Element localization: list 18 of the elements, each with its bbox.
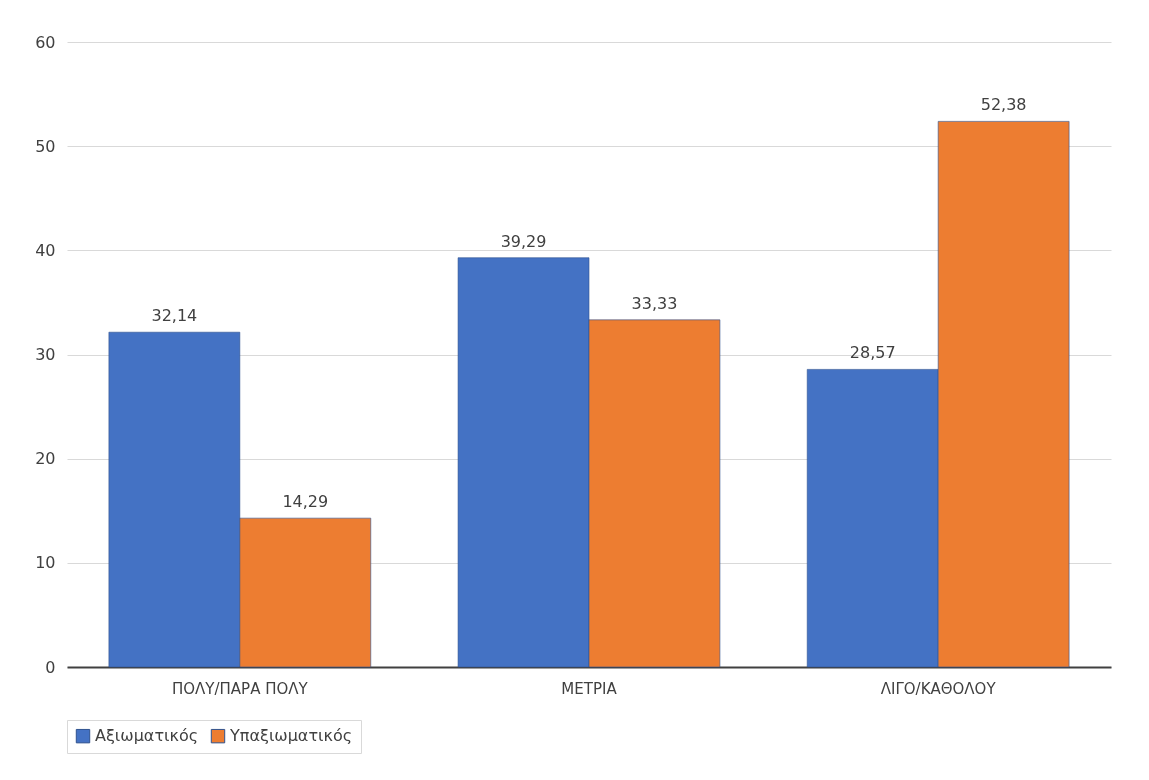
y-tick-label: 30 xyxy=(35,345,56,364)
y-tick-label: 50 xyxy=(35,136,56,156)
data-label: 28,57 xyxy=(849,343,896,363)
y-tick-label: 10 xyxy=(35,553,56,573)
legend-label: Υπαξιωματικός xyxy=(229,726,353,746)
data-label: 33,33 xyxy=(631,293,678,313)
x-tick-label: ΠΟΛΥ/ΠΑΡΑ ΠΟΛΥ xyxy=(171,679,309,698)
x-tick-label: ΜΕΤΡΙΑ xyxy=(561,679,618,698)
data-label: 32,14 xyxy=(151,306,198,326)
data-label: 52,38 xyxy=(980,95,1027,115)
y-tick-label: 40 xyxy=(35,240,56,260)
y-tick-label: 60 xyxy=(35,32,56,52)
y-tick-label: 20 xyxy=(35,449,56,469)
legend-label: Αξιωματικός xyxy=(95,726,199,746)
data-label: 14,29 xyxy=(282,492,329,512)
y-tick-label: 0 xyxy=(45,657,56,677)
data-label: 39,29 xyxy=(500,231,547,251)
x-tick-label: ΛΙΓΟ/ΚΑΘΟΛΟΥ xyxy=(880,679,997,698)
